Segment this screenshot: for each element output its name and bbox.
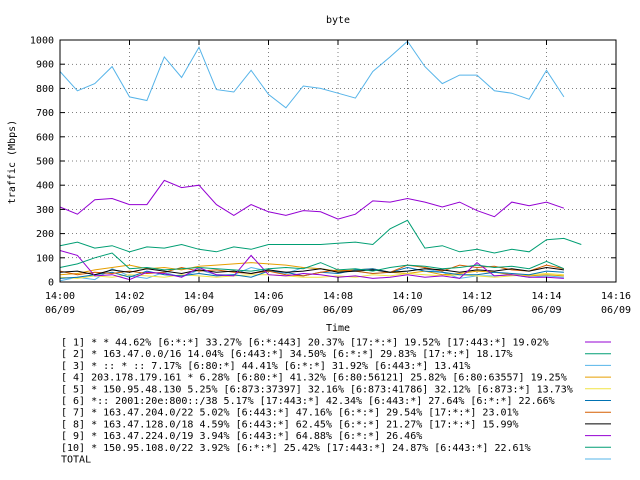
x-tick-label: 14:10 [392,291,422,302]
axis-ticks: 0 100 200 300 400 500 600 700 800 900 1000 14:00 06/… [30,36,631,317]
x-axis-label: Time [326,323,350,334]
x-tick-date-label: 06/09 [45,305,75,316]
legend-label-5: [ 5] * 150.95.48.130 5.25% [6:873:37397]… [61,384,573,395]
x-tick-label: 14:12 [462,291,492,302]
y-tick-label: 800 [36,84,54,95]
y-tick-label: 300 [36,205,54,216]
y-tick-label: 200 [36,229,54,240]
series-line-11 [59,40,565,109]
legend-label-9: [ 9] * 163.47.224.0/19 3.94% [6:443:*] 6… [61,431,422,442]
legend: [ 1] * * 44.62% [6:*:*] 33.27% [6:*:443]… [61,338,611,466]
series-lines [59,40,582,282]
legend-label-4: [ 4] 203.178.179.161 * 6.28% [6:80:*] 41… [61,373,567,384]
x-tick-label: 14:16 [601,291,631,302]
y-tick-label: 500 [36,157,54,168]
x-tick-date-label: 06/09 [114,305,144,316]
legend-label-6: [ 6] *:: 2001:20e:800::/38 5.17% [17:443… [61,396,555,407]
legend-label-7: [ 7] * 163.47.204.0/22 5.02% [6:443:*] 4… [61,408,519,419]
legend-label-2: [ 2] * 163.47.0.0/16 14.04% [6:443:*] 34… [61,349,513,360]
x-tick-label: 14:02 [114,291,144,302]
series-line-8 [59,266,564,276]
y-tick-label: 0 [48,278,54,289]
x-tick-label: 14:14 [531,291,561,302]
y-tick-label: 100 [36,253,54,264]
chart-title: byte [326,15,350,26]
legend-label-10: [10] * 150.95.108.0/22 3.92% [6:*:*] 25.… [61,443,531,454]
series-line-5 [59,272,564,279]
series-line-9 [59,250,564,281]
x-tick-date-label: 06/09 [601,305,631,316]
x-tick-label: 14:08 [323,291,353,302]
series-line-10 [59,252,565,272]
x-tick-date-label: 06/09 [462,305,492,316]
y-tick-label: 900 [36,60,54,71]
x-tick-label: 14:04 [184,291,214,302]
x-tick-date-label: 06/09 [253,305,283,316]
x-tick-date-label: 06/09 [531,305,561,316]
y-tick-label: 400 [36,181,54,192]
legend-label-11: TOTAL [61,455,91,466]
legend-label-3: [ 3] * :: * :: 7.17% [6:80:*] 44.41% [6:… [61,361,470,372]
x-tick-date-label: 06/09 [184,305,214,316]
y-tick-label: 700 [36,108,54,119]
y-tick-label: 600 [36,132,54,143]
x-tick-date-label: 06/09 [323,305,353,316]
legend-label-1: [ 1] * * 44.62% [6:*:*] 33.27% [6:*:443]… [61,338,549,349]
x-tick-label: 14:06 [253,291,283,302]
y-tick-label: 1000 [30,36,54,47]
legend-label-8: [ 8] * 163.47.128.0/18 4.59% [6:443:*] 6… [61,419,519,430]
x-tick-label: 14:00 [45,291,75,302]
x-tick-date-label: 06/09 [392,305,422,316]
grid [60,40,616,282]
series-line-1 [59,179,565,220]
series-line-2 [59,219,582,254]
y-axis-label: traffic (Mbps) [7,120,18,204]
